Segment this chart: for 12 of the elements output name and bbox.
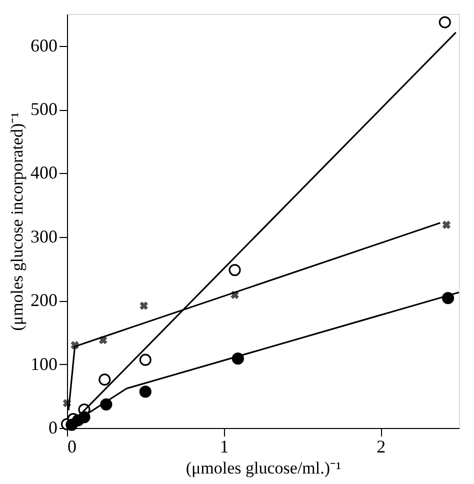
x-tick-label: 1 bbox=[220, 436, 229, 456]
x-tick-label: 2 bbox=[376, 436, 386, 456]
y-tick-label: 300 bbox=[30, 226, 58, 246]
y-tick-label: 400 bbox=[30, 162, 58, 183]
y-tick-label: 100 bbox=[30, 354, 58, 374]
x-axis-title: (μmoles glucose/ml.)⁻¹ bbox=[186, 458, 342, 478]
y-axis-title: (μmoles glucose incorporated)⁻¹ bbox=[8, 112, 26, 331]
y-tick-label: 500 bbox=[30, 99, 58, 120]
x-tick-label: 0 bbox=[68, 436, 76, 456]
y-tick-label: 0 bbox=[48, 418, 58, 438]
y-tick-label: 600 bbox=[30, 35, 58, 56]
y-tick-label: 200 bbox=[30, 290, 58, 310]
